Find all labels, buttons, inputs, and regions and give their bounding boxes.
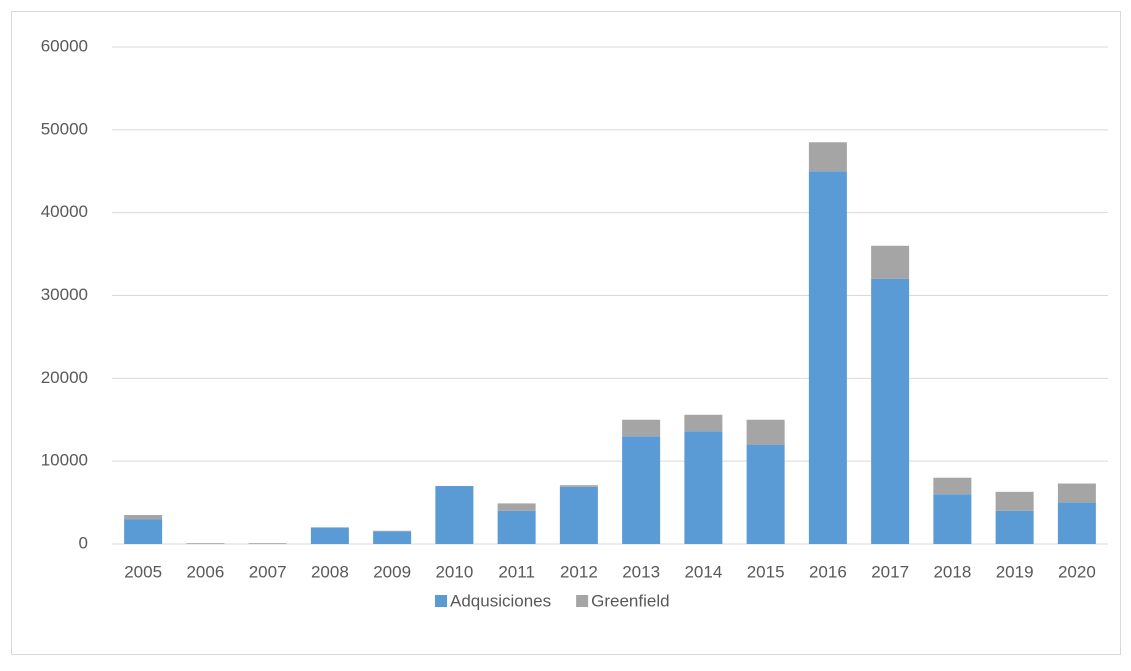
bar-segment [808, 142, 847, 172]
bar-segment [746, 444, 785, 544]
x-tick-label: 2013 [622, 562, 660, 581]
bar-segment [622, 419, 661, 437]
x-tick-label: 2014 [684, 562, 722, 581]
x-tick-label: 2012 [560, 562, 598, 581]
bar-segment [124, 519, 163, 544]
x-tick-label: 2005 [124, 562, 162, 581]
bar-segment [1057, 483, 1096, 503]
bar-segment [186, 543, 225, 544]
bar-segment [310, 527, 349, 544]
x-tick-label: 2009 [373, 562, 411, 581]
x-tick-label: 2018 [933, 562, 971, 581]
bar-segment [435, 486, 474, 544]
legend-label: Adqusiciones [450, 591, 551, 610]
bar-segment [995, 510, 1034, 544]
bar-segment [559, 486, 598, 544]
bar-segment [995, 491, 1034, 511]
x-tick-label: 2010 [435, 562, 473, 581]
y-tick-label: 40000 [41, 202, 88, 221]
legend-label: Greenfield [591, 591, 669, 610]
bar-segment [684, 414, 723, 432]
bar-segment [497, 503, 536, 511]
bar-segment [871, 278, 910, 544]
x-tick-label: 2007 [249, 562, 287, 581]
bar-segment [871, 245, 910, 279]
x-tick-label: 2015 [747, 562, 785, 581]
bar-segment [933, 477, 972, 495]
bar-segment [684, 431, 723, 544]
x-tick-label: 2008 [311, 562, 349, 581]
x-tick-label: 2006 [186, 562, 224, 581]
bar-segment [933, 494, 972, 544]
bar-segment [746, 419, 785, 445]
x-tick-label: 2019 [996, 562, 1034, 581]
bar-segment [622, 436, 661, 544]
bar-segment [373, 530, 412, 532]
bar-segment [373, 531, 412, 544]
legend-swatch [435, 595, 447, 607]
y-tick-label: 30000 [41, 285, 88, 304]
bar-segment [124, 515, 163, 520]
bar-segment [497, 510, 536, 544]
x-tick-label: 2016 [809, 562, 847, 581]
chart-frame [11, 11, 1121, 655]
y-tick-label: 0 [79, 533, 88, 552]
bar-segment [1057, 502, 1096, 544]
x-tick-label: 2017 [871, 562, 909, 581]
bar-segment [808, 171, 847, 544]
bar-segment [248, 543, 287, 544]
y-tick-label: 10000 [41, 451, 88, 470]
y-tick-label: 20000 [41, 368, 88, 387]
y-tick-label: 60000 [41, 36, 88, 55]
legend-swatch [576, 595, 589, 607]
x-tick-label: 2020 [1058, 562, 1096, 581]
bar-segment [559, 485, 598, 487]
x-tick-label: 2011 [498, 562, 535, 581]
y-tick-label: 50000 [41, 119, 88, 138]
